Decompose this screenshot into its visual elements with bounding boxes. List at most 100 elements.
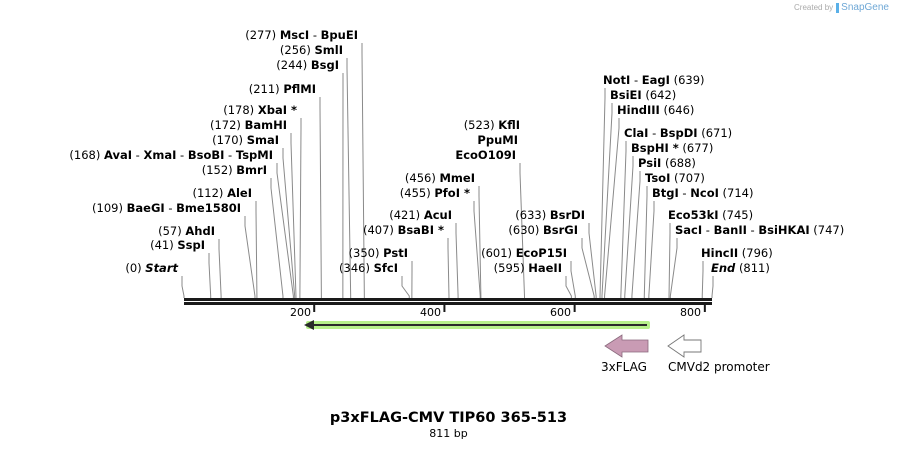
- ruler-label-400: 400: [420, 306, 441, 319]
- site-label-alei[interactable]: (112) AleI: [192, 186, 252, 200]
- enzyme-name: TspMI: [235, 148, 273, 162]
- site-position: (455): [399, 186, 431, 200]
- site-label-btgi[interactable]: BtgI - NcoI (714): [652, 186, 754, 200]
- site-label-tsoi[interactable]: TsoI (707): [645, 171, 705, 185]
- site-label-psii[interactable]: PsiI (688): [638, 156, 696, 170]
- enzyme-name: AvaI: [103, 148, 133, 162]
- site-label-end[interactable]: End (811): [711, 261, 770, 275]
- enzyme-name: HincII: [701, 246, 739, 260]
- enzyme-name: BmrI: [236, 163, 267, 177]
- site-label-ppumi[interactable]: PpuMI: [477, 133, 518, 147]
- cmv-promoter-feature-label: CMVd2 promoter: [668, 360, 770, 374]
- site-label-bmri[interactable]: (152) BmrI: [202, 163, 267, 177]
- enzyme-name: Start: [145, 261, 178, 275]
- site-label-bsrgi[interactable]: (630) BsrGI: [508, 223, 578, 237]
- site-label-pfoi[interactable]: (455) PfoI *: [400, 186, 470, 200]
- site-position: (152): [201, 163, 233, 177]
- site-position: (745): [722, 208, 754, 222]
- ruler-label-800: 800: [680, 306, 701, 319]
- ruler-label-600: 600: [550, 306, 571, 319]
- enzyme-name: PstI: [383, 246, 408, 260]
- site-label-sfci[interactable]: (346) SfcI: [339, 261, 398, 275]
- site-label-bsgi[interactable]: (244) BsgI: [276, 58, 339, 72]
- site-label-saci[interactable]: SacI - BanII - BsiHKAI (747): [675, 223, 845, 237]
- enzyme-name: SmlI: [314, 43, 344, 57]
- site-position: (172): [209, 118, 241, 132]
- enzyme-name: NotI: [603, 73, 631, 87]
- enzyme-name: EagI: [641, 73, 670, 87]
- enzyme-name: BsgI: [310, 58, 339, 72]
- site-position: (109): [92, 201, 123, 215]
- site-label-smai[interactable]: (170) SmaI: [212, 133, 279, 147]
- site-label-bamhi[interactable]: (172) BamHI: [210, 118, 287, 132]
- site-position: (421): [389, 208, 421, 222]
- enzyme-name: BsoBI: [187, 148, 225, 162]
- backbone-bottom-strand: [184, 302, 712, 305]
- snapgene-credit: Created by SnapGene: [794, 2, 889, 13]
- enzyme-name: BsrDI: [549, 208, 585, 222]
- cmv-promoter-feature-arrow[interactable]: [667, 334, 702, 358]
- site-position: (630): [508, 223, 540, 237]
- site-label-haeii[interactable]: (595) HaeII: [494, 261, 562, 275]
- enzyme-name: NcoI: [690, 186, 719, 200]
- site-position: (57): [158, 224, 182, 238]
- enzyme-name: KflI: [498, 118, 520, 132]
- site-label-psti[interactable]: (350) PstI: [349, 246, 408, 260]
- enzyme-name: BpuEI: [320, 28, 358, 42]
- site-label-baegi[interactable]: (109) BaeGI - Bme1580I: [92, 201, 241, 215]
- site-label-pflmi[interactable]: (211) PflMI: [249, 82, 316, 96]
- site-label-msci[interactable]: (277) MscI - BpuEI: [245, 28, 358, 42]
- ruler-ticks: [313, 305, 706, 312]
- enzyme-name: SmaI: [246, 133, 279, 147]
- site-label-hindiii[interactable]: HindIII (646): [617, 103, 694, 117]
- site-label-avai[interactable]: (168) AvaI - XmaI - BsoBI - TspMI: [69, 148, 273, 162]
- site-label-xbai[interactable]: (178) XbaI *: [223, 103, 297, 117]
- enzyme-name: AcuI: [423, 208, 452, 222]
- site-label-acui[interactable]: (421) AcuI: [389, 208, 452, 222]
- enzyme-name: BanII: [713, 223, 747, 237]
- enzyme-name: End: [711, 261, 736, 275]
- enzyme-name: PsiI: [638, 156, 662, 170]
- site-label-ahdi[interactable]: (57) AhdI: [158, 224, 215, 238]
- site-label-kfli[interactable]: (523) KflI: [464, 118, 520, 132]
- site-label-bsabi[interactable]: (407) BsaBI *: [363, 223, 444, 237]
- site-label-bsiei[interactable]: BsiEI (642): [610, 88, 676, 102]
- site-label-clai[interactable]: ClaI - BspDI (671): [624, 126, 733, 140]
- enzyme-name: MscI: [279, 28, 310, 42]
- site-position: (168): [69, 148, 101, 162]
- site-label-mmei[interactable]: (456) MmeI: [405, 171, 475, 185]
- site-position: (407): [362, 223, 394, 237]
- site-label-bsphi[interactable]: BspHI * (677): [631, 141, 713, 155]
- enzyme-name: SspI: [177, 238, 205, 252]
- sequence-length: 811 bp: [429, 427, 468, 440]
- site-label-sspi[interactable]: (41) SspI: [150, 238, 205, 252]
- site-position: (244): [276, 58, 308, 72]
- backbone-top-strand: [184, 298, 712, 301]
- site-position: (112): [192, 186, 224, 200]
- site-position: (346): [339, 261, 370, 275]
- site-label-ecop15i[interactable]: (601) EcoP15I: [481, 246, 567, 260]
- enzyme-name: EcoP15I: [515, 246, 567, 260]
- flag-feature-label: 3xFLAG: [601, 360, 647, 374]
- flag-feature-arrow[interactable]: [604, 334, 649, 358]
- insert-arrow[interactable]: [304, 320, 650, 330]
- site-label-eco53ki[interactable]: Eco53kI (745): [668, 208, 753, 222]
- site-label-noti[interactable]: NotI - EagI (639): [603, 73, 705, 87]
- enzyme-name: EcoO109I: [455, 148, 516, 162]
- enzyme-name: XmaI: [143, 148, 177, 162]
- site-label-ecoo109i[interactable]: EcoO109I: [455, 148, 516, 162]
- enzyme-name: PfoI *: [434, 186, 470, 200]
- enzyme-name: TsoI: [645, 171, 671, 185]
- site-position: (688): [664, 156, 696, 170]
- site-position: (642): [645, 88, 677, 102]
- site-label-bsrdi[interactable]: (633) BsrDI: [515, 208, 585, 222]
- enzyme-name: Bme1580I: [176, 201, 241, 215]
- enzyme-name: BtgI: [652, 186, 679, 200]
- site-label-smli[interactable]: (256) SmlI: [280, 43, 343, 57]
- site-position: (211): [248, 82, 280, 96]
- site-lines: [181, 43, 714, 298]
- site-label-start[interactable]: (0) Start: [125, 261, 178, 275]
- site-label-hincii[interactable]: HincII (796): [701, 246, 773, 260]
- map-title: p3xFLAG-CMV TIP60 365-513: [329, 410, 568, 426]
